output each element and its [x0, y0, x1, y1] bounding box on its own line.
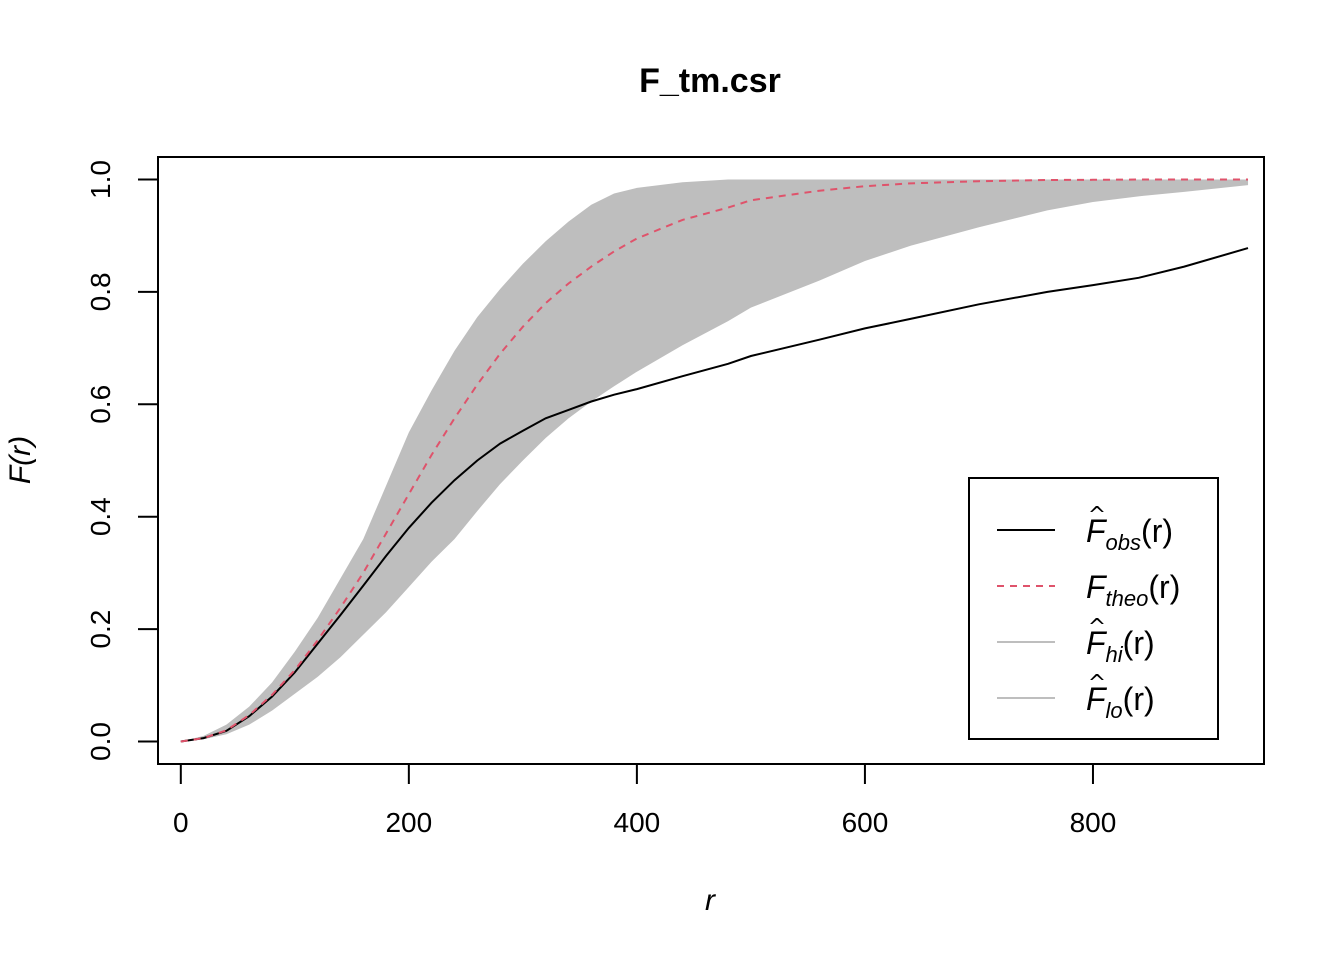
- legend: Fobs(r)^Ftheo(r)Fhi(r)^Flo(r)^: [968, 477, 1219, 740]
- y-tick-label: 0.6: [85, 385, 116, 424]
- chart-title: F_tm.csr: [639, 62, 781, 100]
- x-tick-label: 400: [614, 807, 661, 838]
- y-axis-label-text: F(r): [4, 436, 37, 484]
- legend-label: Flo(r): [1086, 681, 1155, 723]
- x-tick-label: 200: [385, 807, 432, 838]
- plot-area: [180, 178, 1249, 743]
- y-tick-label: 1.0: [85, 160, 116, 199]
- legend-label: Fhi(r): [1086, 625, 1155, 667]
- y-axis: 0.0 0.2 0.4 0.6 0.8 1.0: [85, 160, 159, 761]
- y-tick-label: 0.0: [85, 722, 116, 761]
- x-axis-label: r: [705, 884, 716, 917]
- legend-hat: ^: [1088, 615, 1106, 640]
- x-tick-label: 600: [842, 807, 889, 838]
- legend-label: Ftheo(r): [1086, 569, 1180, 611]
- y-tick-label: 0.4: [85, 497, 116, 536]
- x-tick-label: 0: [173, 807, 189, 838]
- x-tick-label: 800: [1070, 807, 1117, 838]
- y-tick-label: 0.8: [85, 272, 116, 311]
- legend-hat: ^: [1088, 671, 1106, 696]
- x-axis: 0 200 400 600 800: [173, 763, 1117, 838]
- legend-label: Fobs(r): [1086, 513, 1173, 555]
- y-axis-label: F(r): [4, 436, 37, 484]
- legend-hat: ^: [1088, 503, 1106, 528]
- y-tick-label: 0.2: [85, 610, 116, 649]
- series-line-f-obs-r-: [180, 247, 1249, 743]
- envelope-band: [180, 179, 1249, 742]
- legend-box: [968, 477, 1219, 740]
